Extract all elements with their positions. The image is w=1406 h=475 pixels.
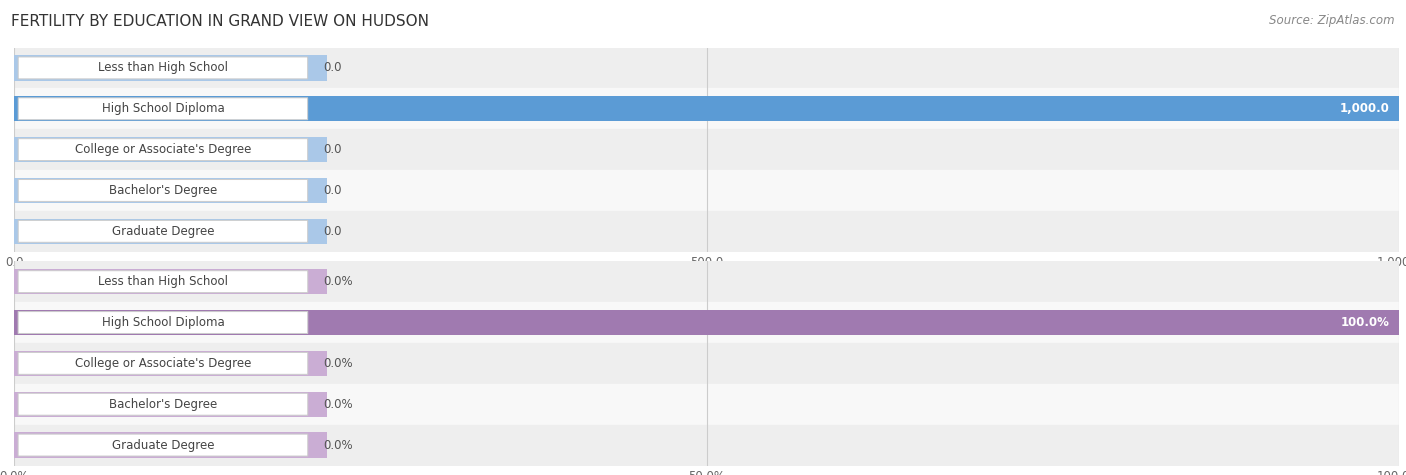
- FancyBboxPatch shape: [18, 98, 308, 120]
- Text: Graduate Degree: Graduate Degree: [111, 438, 214, 452]
- Text: 0.0: 0.0: [323, 225, 342, 238]
- FancyBboxPatch shape: [18, 352, 308, 374]
- Bar: [14, 96, 326, 122]
- FancyBboxPatch shape: [18, 312, 308, 333]
- Bar: [14, 96, 1399, 122]
- Text: 0.0: 0.0: [323, 184, 342, 197]
- Text: High School Diploma: High School Diploma: [101, 316, 225, 329]
- Bar: [14, 137, 326, 162]
- Text: High School Diploma: High School Diploma: [101, 102, 225, 115]
- Bar: [14, 218, 326, 244]
- Text: Graduate Degree: Graduate Degree: [111, 225, 214, 238]
- Text: Bachelor's Degree: Bachelor's Degree: [108, 184, 217, 197]
- Text: 100.0%: 100.0%: [1340, 316, 1389, 329]
- Bar: [14, 384, 1399, 425]
- FancyBboxPatch shape: [18, 220, 308, 242]
- Text: 0.0%: 0.0%: [323, 275, 353, 288]
- Bar: [14, 302, 1399, 343]
- Bar: [14, 343, 1399, 384]
- Bar: [14, 88, 1399, 129]
- Bar: [14, 48, 1399, 88]
- Bar: [14, 310, 1399, 335]
- Text: College or Associate's Degree: College or Associate's Degree: [75, 143, 252, 156]
- FancyBboxPatch shape: [18, 57, 308, 79]
- FancyBboxPatch shape: [18, 271, 308, 293]
- Text: 0.0%: 0.0%: [323, 357, 353, 370]
- Bar: [14, 55, 326, 81]
- Text: FERTILITY BY EDUCATION IN GRAND VIEW ON HUDSON: FERTILITY BY EDUCATION IN GRAND VIEW ON …: [11, 14, 429, 29]
- Bar: [14, 351, 326, 376]
- Text: 0.0%: 0.0%: [323, 398, 353, 411]
- Bar: [14, 310, 326, 335]
- Bar: [14, 211, 1399, 252]
- Text: Source: ZipAtlas.com: Source: ZipAtlas.com: [1270, 14, 1395, 27]
- Text: Less than High School: Less than High School: [98, 275, 228, 288]
- Bar: [14, 391, 326, 417]
- Bar: [14, 129, 1399, 170]
- Text: Less than High School: Less than High School: [98, 61, 228, 75]
- Bar: [14, 425, 1399, 466]
- Text: 0.0%: 0.0%: [323, 438, 353, 452]
- FancyBboxPatch shape: [18, 139, 308, 161]
- Text: 0.0: 0.0: [323, 143, 342, 156]
- FancyBboxPatch shape: [18, 434, 308, 456]
- Text: 0.0: 0.0: [323, 61, 342, 75]
- Text: College or Associate's Degree: College or Associate's Degree: [75, 357, 252, 370]
- Bar: [14, 170, 1399, 211]
- FancyBboxPatch shape: [18, 180, 308, 201]
- FancyBboxPatch shape: [18, 393, 308, 415]
- Text: 1,000.0: 1,000.0: [1340, 102, 1389, 115]
- Bar: [14, 269, 326, 294]
- Bar: [14, 432, 326, 458]
- Bar: [14, 178, 326, 203]
- Bar: [14, 261, 1399, 302]
- Text: Bachelor's Degree: Bachelor's Degree: [108, 398, 217, 411]
